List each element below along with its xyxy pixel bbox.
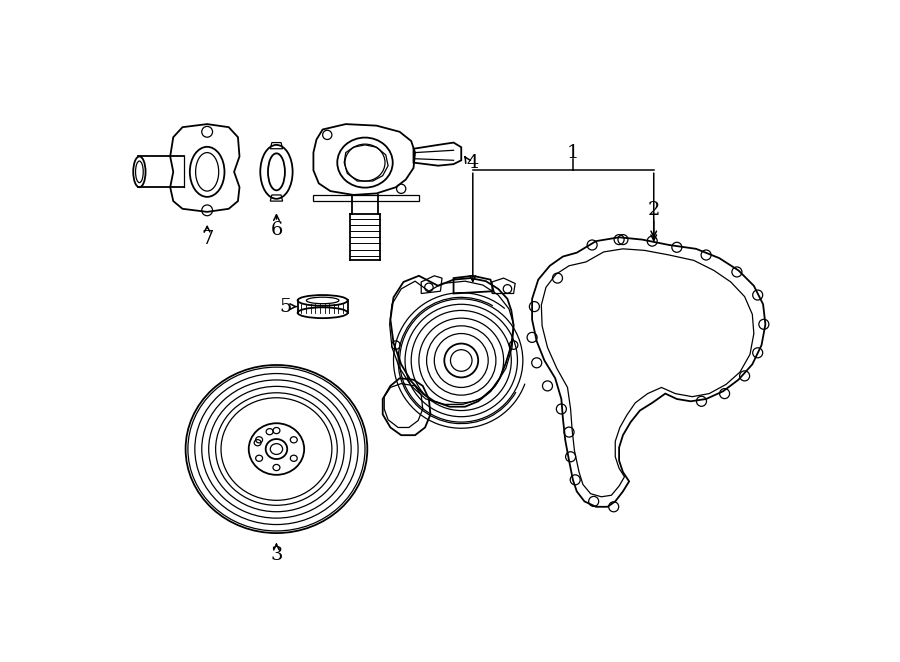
- Text: 4: 4: [466, 154, 479, 171]
- Text: 6: 6: [270, 220, 283, 238]
- Text: 5: 5: [280, 298, 292, 316]
- Text: 1: 1: [567, 144, 579, 162]
- Text: 2: 2: [648, 201, 660, 219]
- Text: 7: 7: [201, 230, 213, 248]
- Text: 3: 3: [270, 546, 283, 564]
